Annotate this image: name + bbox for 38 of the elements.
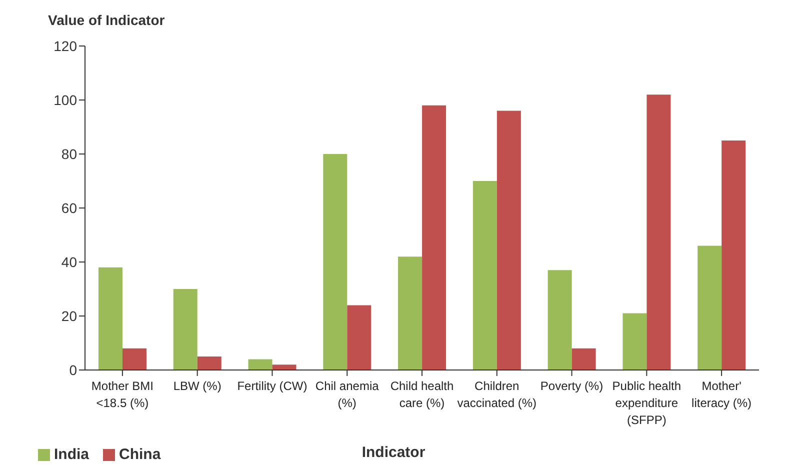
y-tick-label: 80 xyxy=(61,146,78,162)
bar xyxy=(722,140,746,370)
bar xyxy=(173,289,198,370)
bar xyxy=(98,267,122,370)
bar xyxy=(197,356,222,370)
x-tick-label: Chil anemia (%) xyxy=(315,379,380,410)
bar xyxy=(248,359,272,370)
bar xyxy=(496,110,521,370)
bar xyxy=(323,154,348,370)
bar xyxy=(272,364,296,370)
y-axis-title: Value of Indicator xyxy=(48,12,165,28)
y-tick-label: 20 xyxy=(61,308,78,324)
x-tick-label: Mother' literacy (%) xyxy=(692,379,752,410)
legend-label: China xyxy=(118,446,161,463)
x-axis-title: Indicator xyxy=(362,444,426,461)
x-tick-label: Child health care (%) xyxy=(390,379,454,410)
x-tick-label: LBW (%) xyxy=(173,379,222,393)
bar xyxy=(472,181,497,370)
bar xyxy=(422,105,446,370)
bar xyxy=(347,305,372,370)
bar xyxy=(698,246,722,370)
x-tick-label: Children vaccinated (%) xyxy=(457,379,537,410)
bar xyxy=(548,270,572,370)
y-tick-label: 100 xyxy=(54,92,78,108)
bar xyxy=(122,348,146,370)
y-tick-label: 120 xyxy=(54,38,78,54)
x-tick-label: Poverty (%) xyxy=(540,379,604,393)
y-tick-label: 60 xyxy=(61,200,78,216)
legend-label: India xyxy=(53,446,90,463)
x-tick-label: Mother BMI <18.5 (%) xyxy=(91,379,154,410)
bar xyxy=(622,313,647,370)
x-tick-label: Fertility (CW) xyxy=(237,379,308,393)
bar xyxy=(398,256,422,370)
bar xyxy=(572,348,596,370)
y-tick-label: 0 xyxy=(69,362,78,378)
x-tick-label: Public health expenditure (SFPP) xyxy=(612,379,682,427)
bar xyxy=(646,94,671,370)
y-tick-label: 40 xyxy=(61,254,78,270)
